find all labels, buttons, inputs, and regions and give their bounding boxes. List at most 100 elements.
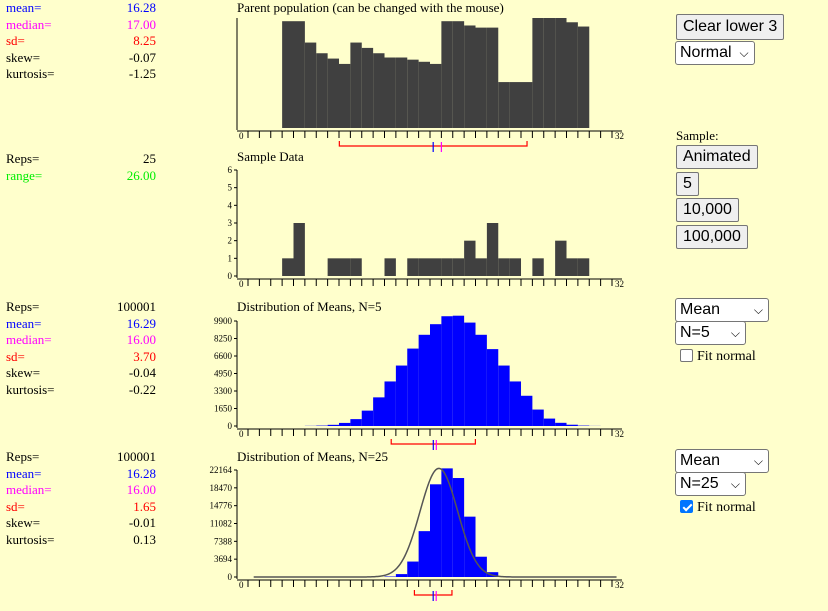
n-select-panel3[interactable]: N=5 ⌵ (675, 321, 746, 345)
histogram-bar (509, 381, 522, 426)
chart-means-n25: 0 3694 7388 11082 14776 18470 22164 0 32 (210, 465, 624, 601)
fit-normal-panel3[interactable]: Fit normal (680, 349, 756, 365)
y-tick-label: 3300 (214, 386, 233, 396)
fit-normal-panel3-checkbox[interactable] (680, 349, 693, 362)
histogram-bar (293, 21, 305, 129)
stat-value: 16.00 (126, 482, 156, 497)
sample-100000-button[interactable]: 100,000 (676, 225, 748, 249)
stat-label: sd= (6, 348, 25, 364)
stat-row: kurtosis= -1.25 (6, 66, 156, 83)
x-min-label: 0 (239, 429, 244, 439)
y-tick-label: 3694 (214, 554, 233, 564)
y-tick-label: 9900 (214, 316, 233, 326)
n-select-panel4[interactable]: N=25 ⌵ (675, 472, 746, 496)
histogram-bar (543, 418, 556, 426)
histogram-bar (407, 59, 419, 128)
stat-row: median= 17.00 (6, 17, 156, 34)
histogram-bar (350, 419, 362, 426)
histogram-bar (350, 258, 362, 276)
y-tick-label: 1 (228, 253, 233, 263)
stat-value: 0.13 (133, 531, 156, 547)
stat-row: skew= -0.04 (6, 365, 156, 382)
y-tick-label: 7388 (214, 536, 233, 546)
chart-sample: 0 1 2 3 4 5 6 0 32 (228, 165, 625, 289)
stat-row: sd= 1.65 (6, 499, 156, 516)
stats-means-n5: Reps= 100001 mean= 16.29 median= 16.00 sd= 3.70… (6, 299, 156, 398)
stat-row: range= 26.00 (6, 168, 156, 185)
histogram-bar (361, 410, 374, 426)
histogram-bar (486, 27, 499, 128)
histogram-bar (373, 53, 385, 128)
histogram-bar (475, 334, 487, 426)
stat-label: Reps= (6, 449, 40, 464)
fit-normal-panel4-checkbox[interactable] (680, 500, 693, 513)
histogram-bar (509, 258, 522, 276)
fit-normal-panel4[interactable]: Fit normal (680, 500, 756, 516)
sample-5-button[interactable]: 5 (676, 172, 699, 196)
y-tick-label: 1650 (214, 404, 233, 414)
population-select[interactable]: Normal ⌵ (675, 41, 755, 65)
stat-label: median= (6, 16, 52, 32)
stat-value: 1.65 (133, 498, 156, 514)
histogram-bar (339, 63, 351, 128)
y-tick-label: 0 (228, 421, 233, 431)
stat-label: mean= (6, 315, 42, 331)
stat-row: mean= 16.29 (6, 316, 156, 333)
y-tick-label: 14776 (210, 501, 233, 511)
histogram-bar (441, 21, 453, 129)
stat-value: 26.00 (126, 167, 156, 183)
y-tick-label: 4 (228, 200, 233, 210)
statistic-select-panel4[interactable]: Mean ⌵ (675, 449, 769, 473)
stat-label: sd= (6, 498, 25, 514)
stats-means-n25: Reps= 100001 mean= 16.28 median= 16.00 sd= 1.65… (6, 449, 156, 548)
histogram-bar (577, 26, 590, 128)
stat-value: 3.70 (133, 348, 156, 364)
histogram-bar (327, 258, 340, 276)
histogram-bar (498, 365, 510, 426)
histogram-bar (293, 223, 305, 276)
stat-label: skew= (6, 515, 41, 530)
y-tick-label: 3 (228, 218, 233, 228)
stat-row: sd= 3.70 (6, 349, 156, 366)
x-max-label: 32 (615, 131, 624, 141)
histogram-bar (418, 61, 431, 128)
stat-label: kurtosis= (6, 66, 55, 81)
y-tick-label: 4950 (214, 369, 233, 379)
histogram-bar (521, 82, 533, 128)
animated-button[interactable]: Animated (676, 145, 758, 169)
histogram-bar (452, 315, 465, 426)
histogram-bar (566, 258, 578, 276)
histogram-bar (532, 409, 544, 426)
histogram-bar (430, 484, 442, 577)
panel-title-parent: Parent population (can be changed with t… (237, 0, 504, 15)
stat-value: 16.29 (126, 315, 156, 331)
sample-10000-button[interactable]: 10,000 (676, 198, 739, 222)
stat-row: mean= 16.28 (6, 0, 156, 17)
stat-value: -0.22 (128, 381, 156, 397)
stat-value: -0.01 (128, 515, 156, 530)
statistic-select-panel3-value: Mean (680, 301, 721, 318)
y-tick-label: 5 (228, 183, 233, 193)
x-min-label: 0 (239, 580, 244, 590)
histogram-bar (384, 258, 396, 276)
statistic-select-panel3[interactable]: Mean ⌵ (675, 298, 769, 322)
histogram-bar (418, 531, 431, 577)
stat-value: 16.28 (126, 465, 156, 481)
stat-row: kurtosis= -0.22 (6, 382, 156, 399)
n-select-panel4-value: N=25 (680, 475, 719, 492)
clear-lower-button[interactable]: Clear lower 3 (676, 14, 785, 40)
sample-label: Sample: (676, 128, 719, 143)
chevron-down-icon: ⌵ (730, 477, 740, 491)
normal-fit-curve (253, 467, 617, 578)
chart-parent[interactable]: 0 32 (232, 15, 652, 160)
histogram-bar (339, 258, 351, 276)
histogram-bar (395, 57, 408, 129)
histogram-bar (521, 395, 533, 426)
stat-value: -0.07 (128, 49, 156, 65)
stat-label: skew= (6, 49, 41, 65)
histogram-bar (577, 258, 590, 276)
stat-label: Reps= (6, 299, 40, 314)
histogram-bar (282, 21, 294, 129)
stat-value: 25 (143, 151, 156, 166)
stat-value: 8.25 (133, 33, 156, 48)
